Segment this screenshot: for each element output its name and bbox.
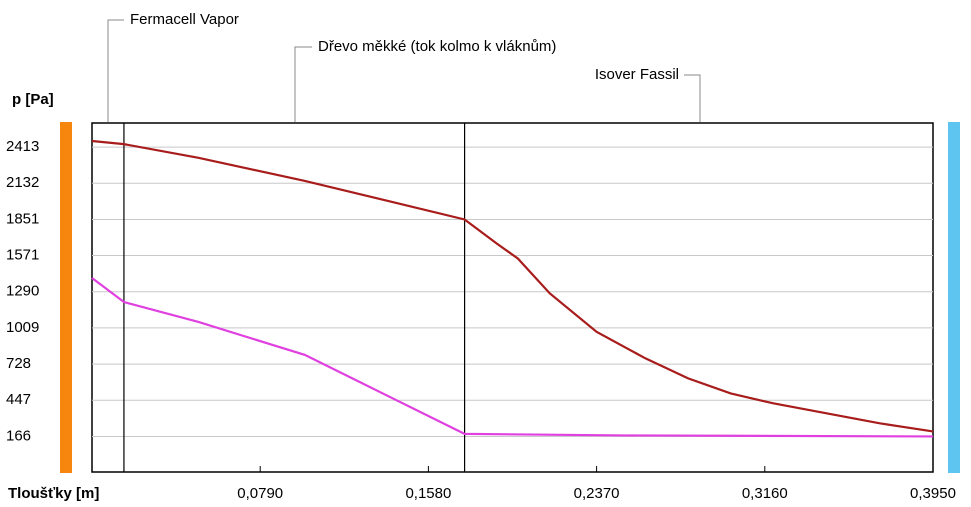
y-tick-label: 1571 [6,246,39,263]
y-tick-label: 2132 [6,174,39,191]
x-tick-label: 0,0790 [237,485,283,502]
x-axis-label: Tloušťky [m] [8,485,99,502]
series-line [91,139,934,433]
x-tick-label: 0,1580 [405,485,451,502]
y-tick-label: 2413 [6,138,39,155]
y-tick-label: 1009 [6,319,39,336]
y-tick-label: 1290 [6,283,39,300]
x-tick-label: 0,2370 [574,485,620,502]
y-axis-label: p [Pa] [12,91,54,108]
left-bar [60,122,72,473]
y-tick-label: 447 [6,391,31,408]
layer-label: Fermacell Vapor [130,11,239,28]
layer-label: Dřevo měkké (tok kolmo k vláknům) [318,38,556,55]
y-tick-label: 728 [6,355,31,372]
series-line [91,277,934,438]
y-tick-label: 166 [6,427,31,444]
layer-bracket [294,46,312,122]
x-tick-label: 0,3950 [910,485,956,502]
x-tick-label: 0,3160 [742,485,788,502]
layer-label: Isover Fassil [595,66,679,83]
layer-bracket [684,74,701,122]
right-bar [948,122,960,473]
y-tick-label: 1851 [6,210,39,227]
layer-bracket [107,19,124,122]
plot-frame [91,122,934,473]
